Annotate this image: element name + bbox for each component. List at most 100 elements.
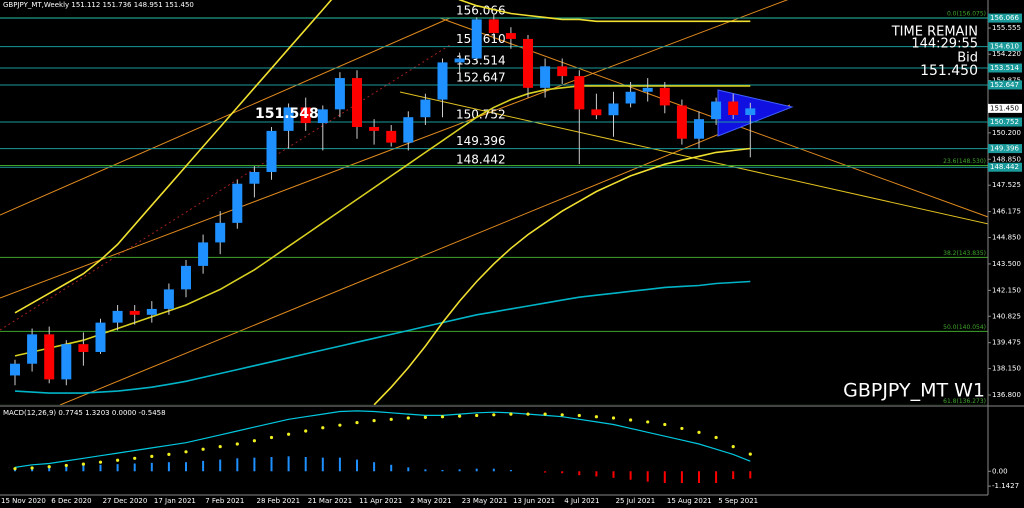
y-tick-label: 148.850 [992,155,1021,163]
candle-body [523,38,533,88]
candle-body [146,308,157,315]
macd-signal-dot [714,435,718,440]
macd-signal-dot [492,413,496,417]
macd-signal-dot [423,415,427,419]
level-axis-box [988,80,1022,90]
macd-signal-dot [389,417,393,421]
level-axis-label: 154.610 [990,43,1019,51]
macd-signal-dot [338,423,342,427]
candle-body [728,101,739,116]
candle-body [283,107,294,131]
candle-body [249,171,260,184]
macd-signal-dot [64,463,68,468]
watermark: GBPJPY_MT W1 [843,380,985,402]
indicator-line [14,280,751,394]
macd-signal-dot [167,452,171,456]
candle-body [317,109,328,124]
macd-signal-dot [218,445,222,449]
candle-body [300,107,311,124]
price-annotation: 151.548 [255,106,319,122]
macd-signal-dot [81,462,85,466]
level-axis-box [988,42,1022,52]
macd-signal-dot [304,429,308,433]
level-axis-box [988,144,1022,154]
trend-line [59,104,791,405]
candle-body [694,119,704,139]
trend-line [0,0,789,299]
macd-signal-dot [646,420,650,424]
y-tick-label: 136.800 [992,391,1021,399]
indicator-line [14,0,751,314]
macd-signal-dot [440,415,445,419]
candle-body [44,334,55,380]
level-axis-label: 149.396 [990,145,1019,153]
candle-body [129,310,140,315]
y-tick-label: 143.500 [992,260,1021,268]
fib-label: 0.0(156.075) [947,10,986,17]
candle-body [10,363,20,376]
x-tick-label: 5 Sep 2021 [718,497,758,505]
macd-signal-dot [287,432,291,436]
candle-body [266,130,277,172]
level-label: 152.647 [456,70,506,84]
candle-body [112,310,123,323]
bid-label: Bid [957,51,978,66]
plot-area: 0.0(156.075) 23.6(148.530) 38.2(143.835) 50… [0,0,988,405]
level-axis-box [988,13,1022,23]
time-remain: 144:29:55 [911,37,978,52]
macd-signal-dot [731,445,735,449]
macd-signal-dot [509,412,513,416]
candle-body [625,91,636,104]
level-label: 156.066 [456,4,506,18]
fib-label: 50.0(140.054) [943,324,986,331]
candle-body [181,265,191,290]
x-tick-label: 17 Jan 2021 [154,497,196,505]
macd-main-line [14,410,751,468]
candle-body [471,19,482,59]
level-axis-box [988,117,1022,127]
x-tick-label: 23 May 2021 [462,497,508,505]
macd-y-tick-label: 0.00 [992,467,1008,475]
macd-signal-dot [252,439,256,443]
candle-body [505,33,516,39]
macd-signal-dot [594,415,599,419]
candle-body [198,242,209,266]
bid-value: 151.450 [920,63,978,79]
macd-signal-dot [560,413,564,417]
candle-body [745,108,756,116]
y-tick-label: 144.850 [992,234,1021,242]
y-tick-label: 139.475 [992,339,1021,347]
y-tick-label: 147.525 [992,181,1021,189]
chart-title: GBPJPY_MT,Weekly 151.112 151.736 148.951… [3,1,194,9]
x-tick-label: 25 Jul 2021 [616,497,656,505]
x-tick-label: 15 Nov 2020 [1,497,46,505]
macd-signal-dot [680,426,684,431]
candle-body [488,19,499,34]
level-label: 153.514 [456,54,506,68]
x-tick-label: 4 Jul 2021 [564,497,599,505]
x-tick-label: 7 Feb 2021 [205,497,244,505]
macd-signal-dot [697,430,701,434]
trend-line [399,91,988,225]
macd-signal-dot [201,447,205,451]
level-axis-label: 153.514 [990,64,1019,72]
macd-signal-dot [98,460,103,464]
macd-signal-dot [235,442,239,446]
candle-body [95,322,106,352]
macd-signal-dot [355,420,359,425]
candle-body [437,62,448,100]
x-tick-label: 28 Feb 2021 [257,497,301,505]
candle-body [420,99,431,118]
candle-body [215,222,226,243]
candle-body [163,289,174,309]
macd-signal-dot [372,419,376,423]
candle-body [403,117,414,143]
x-tick-label: 21 Mar 2021 [308,497,352,505]
trend-line [0,17,451,216]
macd-signal-dot [116,458,120,462]
level-label: 149.396 [456,134,506,148]
indicator-line [373,147,751,405]
macd-signal-dot [150,454,154,458]
